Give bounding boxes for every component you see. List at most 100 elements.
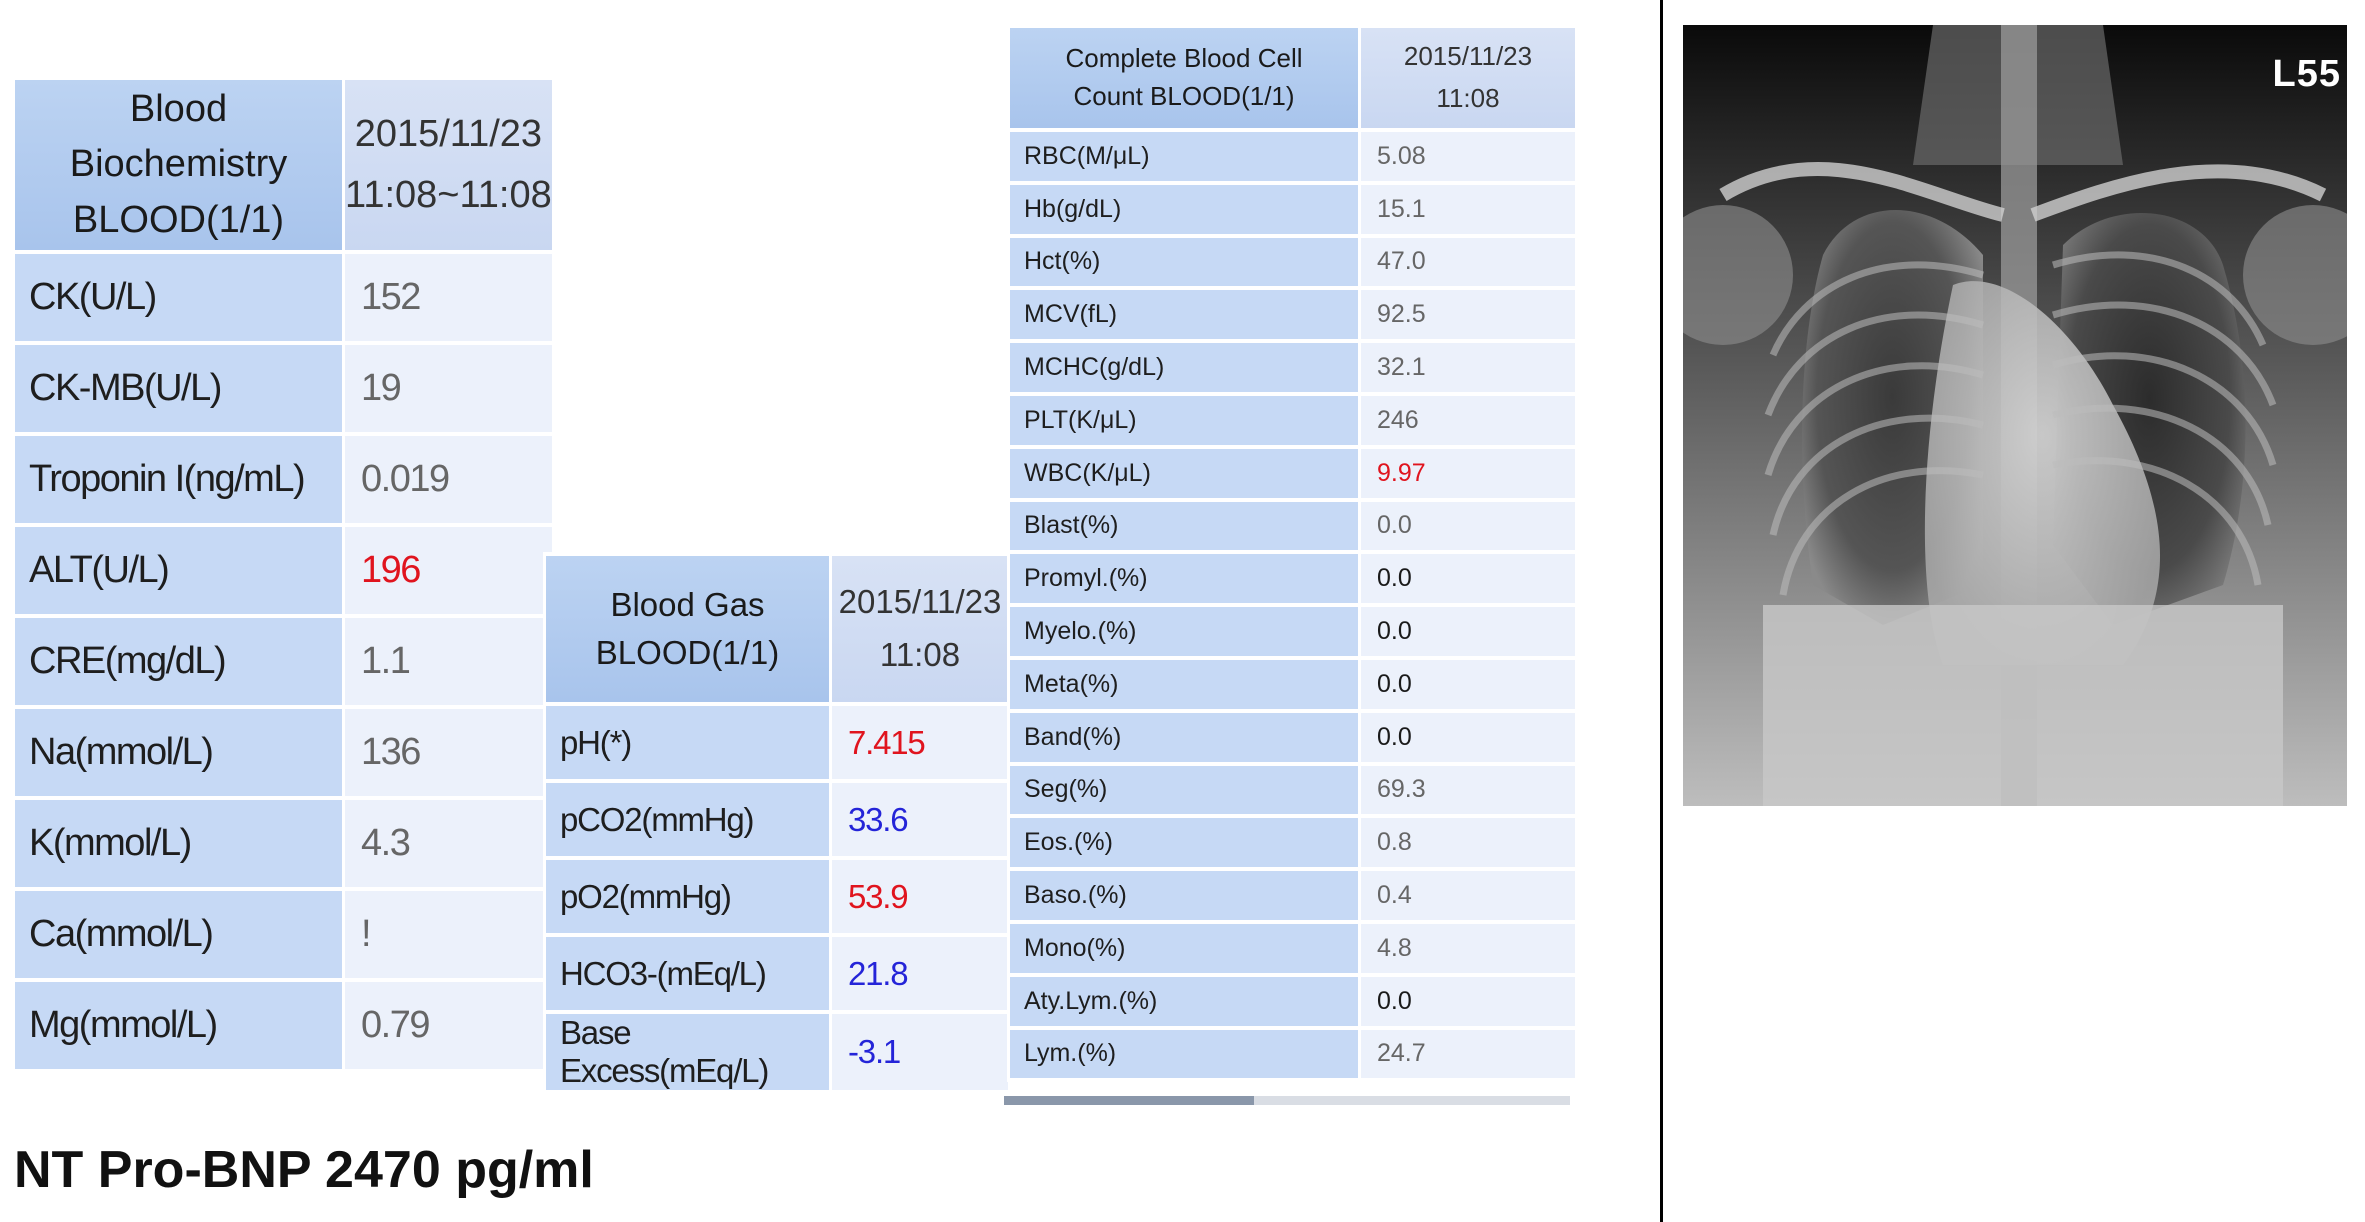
row-label: Band(%)	[1010, 712, 1358, 762]
row-value: 4.3	[345, 800, 552, 887]
row-label: MCHC(g/dL)	[1010, 343, 1358, 392]
row-label: Lym.(%)	[1010, 1029, 1358, 1079]
table-row: K(mmol/L) 4.3	[15, 800, 552, 887]
table-row: Hct(%) 47.0	[1010, 237, 1575, 287]
row-label: pO2(mmHg)	[546, 860, 829, 933]
header-title-text: Blood Biochemistry BLOOD(1/1)	[69, 88, 288, 241]
row-label: CRE(mg/dL)	[15, 618, 342, 705]
xray-drawing	[1683, 25, 2347, 806]
row-label: Aty.Lym.(%)	[1010, 976, 1358, 1026]
row-value: 0.8	[1361, 818, 1575, 868]
table-header-datetime: 2015/11/23 11:08	[1361, 28, 1575, 128]
row-value: 4.8	[1361, 923, 1575, 973]
table-row: PLT(K/μL) 246	[1010, 395, 1575, 445]
cbc-table: Complete Blood Cell Count BLOOD(1/1) 201…	[1007, 24, 1578, 1083]
table-row: Aty.Lym.(%) 0.0	[1010, 976, 1575, 1026]
table-row: Seg(%) 69.3	[1010, 765, 1575, 815]
row-value: 19	[345, 345, 552, 432]
table-row: Blast(%) 0.0	[1010, 501, 1575, 551]
row-value: 0.0	[1361, 607, 1575, 656]
vertical-divider	[1660, 0, 1663, 1222]
row-value: 0.0	[1361, 712, 1575, 762]
blood-biochemistry-table: Blood Biochemistry BLOOD(1/1) 2015/11/23…	[12, 76, 555, 1073]
row-label: Blast(%)	[1010, 501, 1358, 551]
horizontal-scrollbar[interactable]	[1004, 1096, 1570, 1105]
row-label: Mg(mmol/L)	[15, 982, 342, 1069]
table-row: Ca(mmol/L)!	[15, 891, 552, 978]
table-row: Eos.(%) 0.8	[1010, 818, 1575, 868]
row-value: 152	[345, 254, 552, 341]
header-time: 11:08	[879, 636, 961, 673]
table-row: RBC(M/μL) 5.08	[1010, 132, 1575, 181]
row-value: !	[345, 891, 552, 978]
row-value: 1.1	[345, 618, 552, 705]
row-value: 53.9	[832, 860, 1008, 933]
table-row: Troponin I(ng/mL) 0.019	[15, 436, 552, 523]
table-row: Hb(g/dL) 15.1	[1010, 184, 1575, 234]
header-date: 2015/11/23	[354, 113, 543, 156]
table-row: CRE(mg/dL) 1.1	[15, 618, 552, 705]
table-row: Myelo.(%) 0.0	[1010, 607, 1575, 656]
row-value: 0.4	[1361, 871, 1575, 920]
row-value: 7.415	[832, 706, 1008, 779]
row-label: Meta(%)	[1010, 659, 1358, 709]
table-row: Baso.(%) 0.4	[1010, 871, 1575, 920]
row-label: K(mmol/L)	[15, 800, 342, 887]
row-label: Troponin I(ng/mL)	[15, 436, 342, 523]
table-row: MCV(fL) 92.5	[1010, 290, 1575, 340]
row-label: WBC(K/μL)	[1010, 448, 1358, 498]
row-label: PLT(K/μL)	[1010, 395, 1358, 445]
table-row: Base Excess(mEq/L) -3.1	[546, 1014, 1008, 1090]
row-value: 196	[345, 527, 552, 614]
table-row: pH(*) 7.415	[546, 706, 1008, 779]
table-row: MCHC(g/dL) 32.1	[1010, 343, 1575, 392]
table-body: pH(*) 7.415 pCO2(mmHg) 33.6 pO2(mmHg) 53.9 HCO…	[546, 706, 1008, 1090]
row-label: Myelo.(%)	[1010, 607, 1358, 656]
row-label: CK(U/L)	[15, 254, 342, 341]
header-date: 2015/11/23	[1403, 41, 1533, 72]
row-label: Mono(%)	[1010, 923, 1358, 973]
table-row: CK(U/L) 152	[15, 254, 552, 341]
blood-gas-table: Blood Gas BLOOD(1/1) 2015/11/23 11:08 pH…	[543, 552, 1011, 1094]
row-value: -3.1	[832, 1014, 1008, 1090]
table-row: CK-MB(U/L) 19	[15, 345, 552, 432]
row-value: 47.0	[1361, 237, 1575, 287]
table-body: CK(U/L) 152 CK-MB(U/L) 19 Troponin I(ng/mL) 0…	[15, 254, 552, 1069]
row-label: pCO2(mmHg)	[546, 783, 829, 856]
table-row: ALT(U/L) 196	[15, 527, 552, 614]
row-value: 0.0	[1361, 554, 1575, 604]
row-value: 246	[1361, 395, 1575, 445]
header-title-text: Blood Gas BLOOD(1/1)	[595, 586, 780, 671]
row-label: Na(mmol/L)	[15, 709, 342, 796]
header-time: 11:08	[1436, 83, 1500, 113]
table-body: RBC(M/μL) 5.08 Hb(g/dL) 15.1 Hct(%) 47.0 MCV(f…	[1010, 132, 1575, 1079]
row-label: Ca(mmol/L)	[15, 891, 342, 978]
row-label: Base Excess(mEq/L)	[546, 1014, 829, 1090]
row-value: 136	[345, 709, 552, 796]
row-label: RBC(M/μL)	[1010, 132, 1358, 181]
row-value: 33.6	[832, 783, 1008, 856]
row-value: 0.019	[345, 436, 552, 523]
table-row: pO2(mmHg) 53.9	[546, 860, 1008, 933]
row-value: 21.8	[832, 937, 1008, 1010]
row-label: Baso.(%)	[1010, 871, 1358, 920]
table-row: Band(%) 0.0	[1010, 712, 1575, 762]
row-label: Eos.(%)	[1010, 818, 1358, 868]
row-label: Promyl.(%)	[1010, 554, 1358, 604]
row-value: 0.0	[1361, 659, 1575, 709]
row-value: 0.0	[1361, 976, 1575, 1026]
chest-xray-image: L55	[1683, 25, 2347, 806]
row-label: Hct(%)	[1010, 237, 1358, 287]
row-value: 5.08	[1361, 132, 1575, 181]
row-value: 15.1	[1361, 184, 1575, 234]
table-row: WBC(K/μL) 9.97	[1010, 448, 1575, 498]
table-header-title: Complete Blood Cell Count BLOOD(1/1)	[1010, 28, 1358, 128]
row-value: 32.1	[1361, 343, 1575, 392]
table-row: Mg(mmol/L) 0.79	[15, 982, 552, 1069]
row-label: pH(*)	[546, 706, 829, 779]
table-header-title: Blood Gas BLOOD(1/1)	[546, 556, 829, 702]
table-row: pCO2(mmHg) 33.6	[546, 783, 1008, 856]
table-header-datetime: 2015/11/23 11:08	[832, 556, 1008, 702]
table-row: Na(mmol/L) 136	[15, 709, 552, 796]
row-value: 0.0	[1361, 501, 1575, 551]
